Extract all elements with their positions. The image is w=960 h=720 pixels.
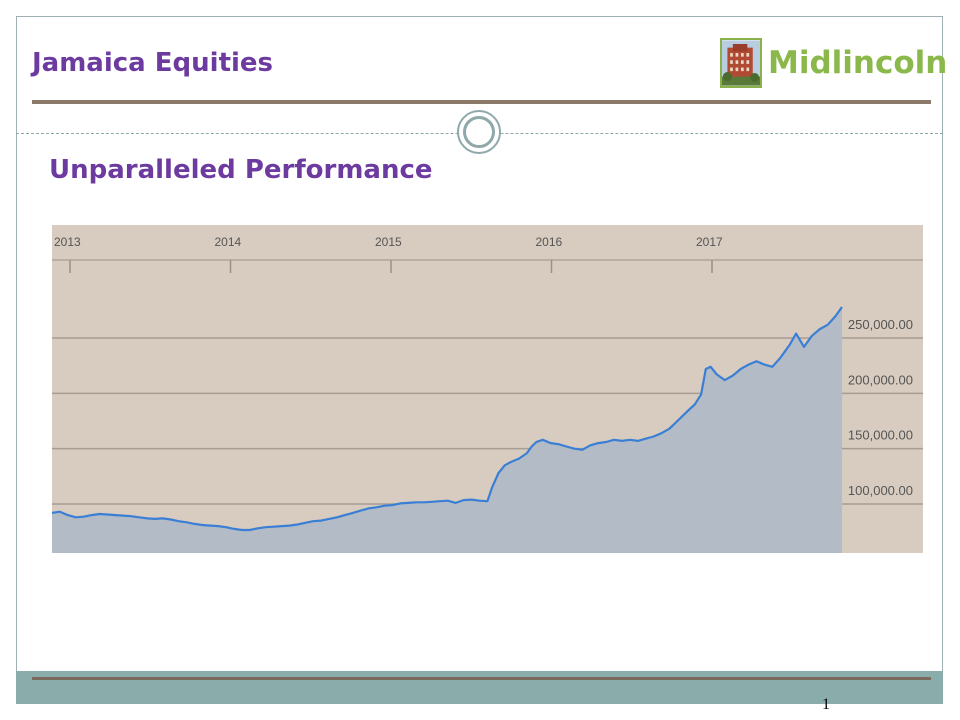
y-tick-label: 250,000.00 (848, 317, 913, 332)
x-tick-label: 2017 (696, 235, 723, 249)
series-area (52, 307, 842, 553)
x-tick-label: 2013 (54, 235, 81, 249)
footer-band (16, 671, 943, 704)
slide-title: Jamaica Equities (32, 48, 274, 78)
performance-chart: 2013 2014 2015 2016 2017 100,000.00 150,000.0… (52, 225, 923, 553)
series-line (52, 306, 843, 532)
slide-subtitle: Unparalleled Performance (49, 155, 433, 185)
building-photo-icon (720, 38, 762, 88)
divider-circle-ornament (457, 110, 501, 154)
logo-text: Midlincoln (768, 45, 948, 81)
x-tick-label: 2016 (536, 235, 563, 249)
y-tick-label: 100,000.00 (848, 483, 913, 498)
y-tick-label: 150,000.00 (848, 428, 913, 443)
page-number: 1 (822, 696, 830, 713)
header-rule (32, 100, 931, 104)
x-tick-label: 2014 (215, 235, 242, 249)
x-tick-label: 2015 (375, 235, 402, 249)
x-axis: 2013 2014 2015 2016 2017 (52, 235, 923, 273)
footer-rule (32, 677, 931, 680)
y-tick-label: 200,000.00 (848, 372, 913, 387)
company-logo: Midlincoln (720, 38, 947, 88)
y-tick-labels: 100,000.00 150,000.00 200,000.00 250,000.00 (848, 317, 913, 498)
